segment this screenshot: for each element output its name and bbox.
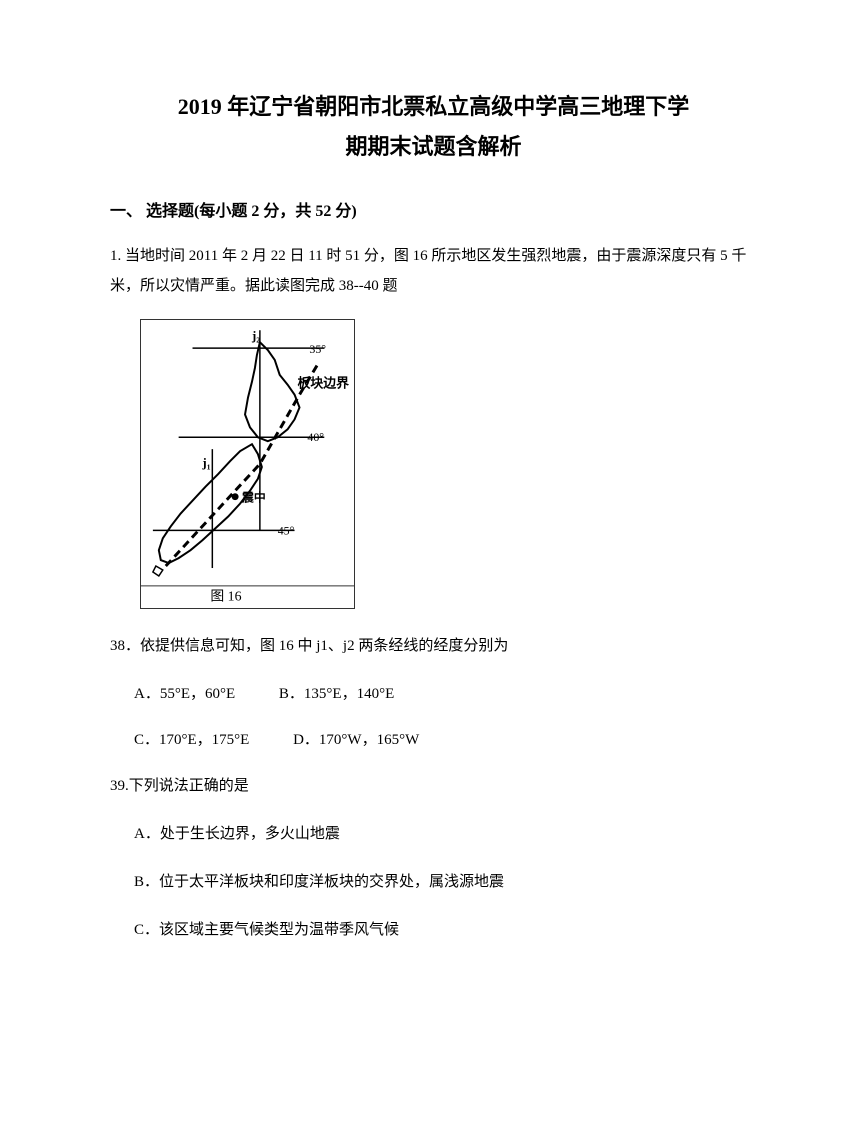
- label-epicenter: 震中: [241, 491, 266, 505]
- question-39-stem: 39.下列说法正确的是: [110, 771, 757, 801]
- q38-option-d: D．170°W，165°W: [293, 725, 419, 755]
- q38-option-c: C．170°E，175°E: [134, 725, 249, 755]
- question-39-options: A．处于生长边界，多火山地震 B．位于太平洋板块和印度洋板块的交界处，属浅源地震…: [134, 819, 757, 945]
- label-45: 45°: [278, 523, 295, 537]
- question-1-intro: 1. 当地时间 2011 年 2 月 22 日 11 时 51 分，图 16 所…: [110, 241, 757, 301]
- label-j1: j₁: [201, 456, 210, 470]
- question-38-options: A．55°E，60°E B．135°E，140°E C．170°E，175°E …: [134, 679, 757, 755]
- section-header: 一、 选择题(每小题 2 分，共 52 分): [110, 197, 757, 221]
- map-svg: 35° 40° 45° j₁ j₂ 板块边界 震中 图 16: [141, 320, 354, 608]
- q39-option-b: B．位于太平洋板块和印度洋板块的交界处，属浅源地震: [134, 867, 757, 897]
- label-40: 40°: [307, 430, 324, 444]
- q38-option-b: B．135°E，140°E: [279, 679, 394, 709]
- question-38-stem: 38．依提供信息可知，图 16 中 j1、j2 两条经线的经度分别为: [110, 631, 757, 661]
- page-title-line1: 2019 年辽宁省朝阳市北票私立高级中学高三地理下学: [110, 90, 757, 123]
- figure-caption: 图 16: [210, 589, 241, 604]
- page-title-line2: 期期末试题含解析: [110, 129, 757, 161]
- q39-option-c: C．该区域主要气候类型为温带季风气候: [134, 915, 757, 945]
- label-boundary: 板块边界: [298, 376, 350, 391]
- figure-16-container: 35° 40° 45° j₁ j₂ 板块边界 震中 图 16: [140, 319, 757, 609]
- q38-option-a: A．55°E，60°E: [134, 679, 235, 709]
- label-j2: j₂: [251, 329, 260, 343]
- q39-option-a: A．处于生长边界，多火山地震: [134, 819, 757, 849]
- label-35: 35°: [309, 342, 326, 356]
- figure-16: 35° 40° 45° j₁ j₂ 板块边界 震中 图 16: [140, 319, 355, 609]
